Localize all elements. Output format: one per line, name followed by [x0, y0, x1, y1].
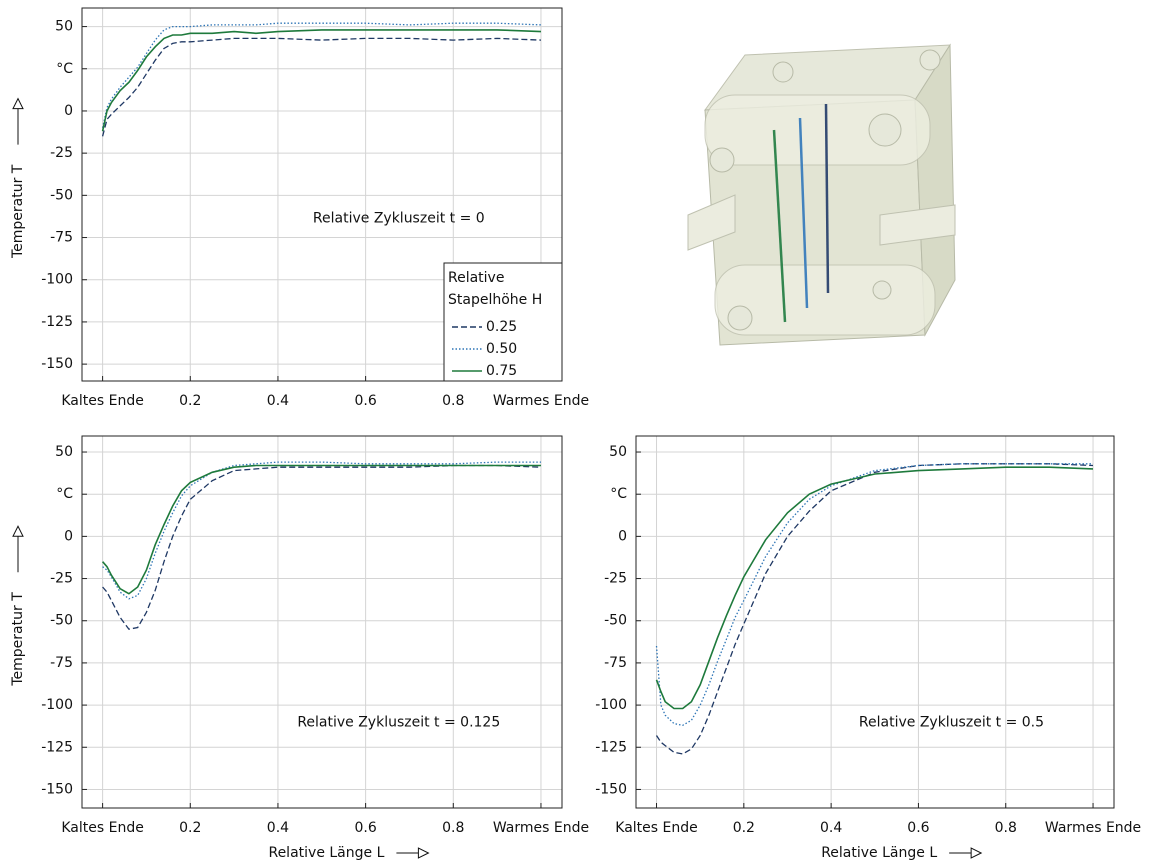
y-axis-label: Temperatur T — [10, 164, 26, 259]
legend-label: 0.50 — [486, 341, 517, 357]
data-line — [101, 37, 542, 137]
x-tick-label: 0.8 — [442, 820, 464, 836]
x-tick-label: Kaltes Ende — [61, 820, 143, 836]
x-tick-label: 0.2 — [179, 393, 201, 409]
x-tick-label: 0.4 — [267, 820, 289, 836]
y-tick-label: °C — [56, 61, 73, 77]
plot-frame — [81, 7, 563, 382]
y-tick-label: 0 — [64, 528, 73, 544]
axis-arrowhead — [970, 847, 983, 859]
y-tick-label: -150 — [595, 781, 627, 797]
y-tick-label: -50 — [50, 613, 73, 629]
y-tick-label: -100 — [41, 272, 73, 288]
annotation: Relative Zykluszeit t = 0.5 — [859, 714, 1044, 730]
x-tick-label: Kaltes Ende — [615, 820, 697, 836]
y-tick-label: 50 — [55, 444, 73, 460]
x-tick-label: 0.6 — [354, 820, 376, 836]
x-tick-label: Warmes Ende — [1045, 820, 1141, 836]
y-tick-label: 50 — [55, 19, 73, 35]
y-tick-label: -150 — [41, 781, 73, 797]
y-tick-label: -75 — [604, 655, 627, 671]
chart: 50 °C 0 -25 -50 -75 -100 -125 -150 Kaltes Ende 0.2… — [595, 435, 1141, 861]
data-line — [655, 463, 1093, 726]
y-tick-label: -25 — [50, 571, 73, 587]
y-tick-label: -100 — [41, 697, 73, 713]
x-tick-label: 0.2 — [733, 820, 755, 836]
y-tick-label: °C — [610, 486, 627, 502]
y-tick-label: -50 — [604, 613, 627, 629]
y-tick-label: -50 — [50, 187, 73, 203]
x-tick-label: Warmes Ende — [493, 820, 589, 836]
legend-title: Stapelhöhe H — [448, 292, 542, 308]
y-tick-label: -150 — [41, 356, 73, 372]
x-tick-label: 0.4 — [820, 820, 842, 836]
x-tick-label: 0.6 — [907, 820, 929, 836]
y-tick-label: 50 — [609, 444, 627, 460]
plot-frame — [635, 435, 1115, 809]
chart: 50 °C 0 -25 -50 -75 -100 -125 -150 Kaltes Ende 0.2… — [10, 7, 589, 409]
axis-arrowhead — [12, 97, 24, 110]
x-axis-label: Relative Länge L — [821, 845, 937, 861]
y-tick-label: -125 — [595, 739, 627, 755]
x-tick-label: 0.8 — [442, 393, 464, 409]
y-tick-label: -125 — [41, 314, 73, 330]
data-line — [655, 466, 1094, 710]
annotation: Relative Zykluszeit t = 0 — [313, 211, 485, 227]
x-tick-label: 0.4 — [267, 393, 289, 409]
plot-frame — [81, 435, 563, 809]
y-tick-label: -25 — [604, 571, 627, 587]
y-tick-label: 0 — [618, 528, 627, 544]
y-axis-label: Temperatur T — [10, 592, 26, 687]
x-tick-label: Kaltes Ende — [61, 393, 143, 409]
axis-arrowhead — [12, 525, 24, 537]
chart: 50 °C 0 -25 -50 -75 -100 -125 -150 Kaltes Ende 0.2… — [10, 435, 589, 861]
legend-label: 0.75 — [486, 363, 517, 379]
data-line — [101, 464, 541, 595]
annotation: Relative Zykluszeit t = 0.125 — [297, 714, 500, 730]
x-tick-label: 0.2 — [179, 820, 201, 836]
y-tick-label: -25 — [50, 145, 73, 161]
y-tick-label: 0 — [64, 103, 73, 119]
data-line — [101, 29, 542, 132]
y-tick-label: -75 — [50, 230, 73, 246]
plot-background — [636, 436, 1114, 808]
stack-illustration — [687, 43, 956, 346]
axis-arrowhead — [417, 847, 430, 859]
legend-box — [443, 262, 563, 382]
legend-title: Relative — [448, 270, 504, 286]
legend-label: 0.25 — [486, 319, 517, 335]
x-tick-label: 0.6 — [354, 393, 376, 409]
y-tick-label: -75 — [50, 655, 73, 671]
x-tick-label: Warmes Ende — [493, 393, 589, 409]
y-tick-label: -125 — [41, 739, 73, 755]
plot-background — [82, 436, 562, 808]
y-tick-label: -100 — [595, 697, 627, 713]
x-tick-label: 0.8 — [995, 820, 1017, 836]
y-tick-label: °C — [56, 486, 73, 502]
x-axis-label: Relative Länge L — [268, 845, 384, 861]
